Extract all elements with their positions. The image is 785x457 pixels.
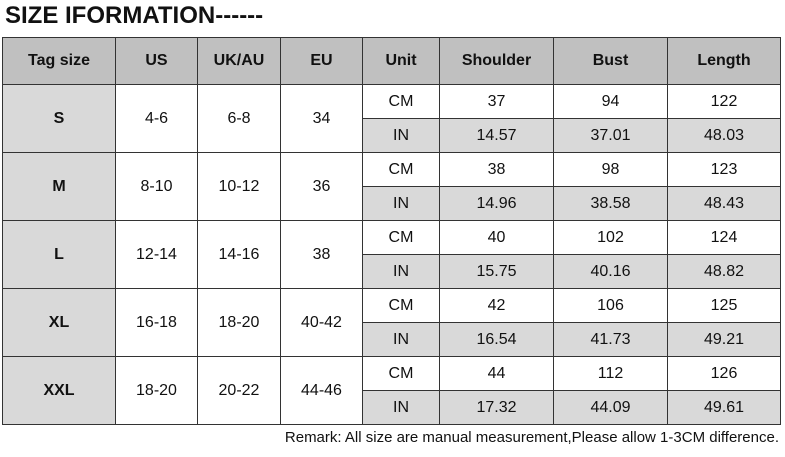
header-unit: Unit bbox=[362, 37, 440, 85]
table-row: S 4-6 6-8 34 CM 37 94 122 bbox=[2, 84, 781, 153]
table-row: L 12-14 14-16 38 CM 40 102 124 bbox=[2, 220, 781, 289]
uk-au-cell: 6-8 bbox=[197, 84, 281, 153]
length-cell: 126 bbox=[667, 356, 781, 391]
tag-size-cell: XXL bbox=[2, 356, 116, 425]
bust-cell: 112 bbox=[553, 356, 668, 391]
length-cell: 48.82 bbox=[667, 254, 781, 289]
bust-cell: 40.16 bbox=[553, 254, 668, 289]
us-cell: 4-6 bbox=[115, 84, 198, 153]
uk-au-cell: 14-16 bbox=[197, 220, 281, 289]
table-row: IN 14.96 38.58 48.43 bbox=[3, 186, 781, 221]
header-tag-size: Tag size bbox=[2, 37, 116, 85]
length-cell: 125 bbox=[667, 288, 781, 323]
table-row: IN 14.57 37.01 48.03 bbox=[3, 118, 781, 153]
shoulder-cell: 44 bbox=[439, 356, 554, 391]
uk-au-cell: 18-20 bbox=[197, 288, 281, 357]
shoulder-cell: 38 bbox=[439, 152, 554, 187]
unit-cell: IN bbox=[362, 254, 440, 289]
size-table: Tag size US UK/AU EU Unit Shoulder Bust Length … bbox=[2, 37, 781, 425]
bust-cell: 38.58 bbox=[553, 186, 668, 221]
bust-cell: 94 bbox=[553, 84, 668, 119]
eu-cell: 34 bbox=[280, 84, 363, 153]
eu-cell: 40-42 bbox=[280, 288, 363, 357]
us-cell: 12-14 bbox=[115, 220, 198, 289]
eu-cell: 38 bbox=[280, 220, 363, 289]
bust-cell: 41.73 bbox=[553, 322, 668, 357]
length-cell: 49.61 bbox=[667, 390, 781, 425]
header-eu: EU bbox=[280, 37, 363, 85]
unit-cell: IN bbox=[362, 186, 440, 221]
table-row: M 8-10 10-12 36 CM 38 98 123 bbox=[2, 152, 781, 221]
shoulder-cell: 14.96 bbox=[439, 186, 554, 221]
uk-au-cell: 20-22 bbox=[197, 356, 281, 425]
us-cell: 8-10 bbox=[115, 152, 198, 221]
length-cell: 124 bbox=[667, 220, 781, 255]
us-cell: 18-20 bbox=[115, 356, 198, 425]
table-row: XL 16-18 18-20 40-42 CM 42 106 125 bbox=[2, 288, 781, 357]
header-bust: Bust bbox=[553, 37, 668, 85]
page-title: SIZE IFORMATION------ bbox=[5, 2, 264, 29]
uk-au-cell: 10-12 bbox=[197, 152, 281, 221]
header-row: Tag size US UK/AU EU Unit Shoulder Bust Length bbox=[2, 37, 781, 85]
tag-size-cell: L bbox=[2, 220, 116, 289]
table-row: IN 17.32 44.09 49.61 bbox=[3, 390, 781, 425]
unit-cell: CM bbox=[362, 288, 440, 323]
length-cell: 122 bbox=[667, 84, 781, 119]
table-row: IN 15.75 40.16 48.82 bbox=[3, 254, 781, 289]
table-row: XXL 18-20 20-22 44-46 CM 44 112 126 bbox=[2, 356, 781, 425]
length-cell: 48.03 bbox=[667, 118, 781, 153]
shoulder-cell: 17.32 bbox=[439, 390, 554, 425]
tag-size-cell: S bbox=[2, 84, 116, 153]
header-uk-au: UK/AU bbox=[197, 37, 281, 85]
shoulder-cell: 14.57 bbox=[439, 118, 554, 153]
eu-cell: 36 bbox=[280, 152, 363, 221]
bust-cell: 44.09 bbox=[553, 390, 668, 425]
shoulder-cell: 37 bbox=[439, 84, 554, 119]
shoulder-cell: 16.54 bbox=[439, 322, 554, 357]
unit-cell: CM bbox=[362, 152, 440, 187]
length-cell: 123 bbox=[667, 152, 781, 187]
unit-cell: IN bbox=[362, 390, 440, 425]
unit-cell: IN bbox=[362, 118, 440, 153]
unit-cell: CM bbox=[362, 84, 440, 119]
header-us: US bbox=[115, 37, 198, 85]
shoulder-cell: 15.75 bbox=[439, 254, 554, 289]
shoulder-cell: 42 bbox=[439, 288, 554, 323]
header-shoulder: Shoulder bbox=[439, 37, 554, 85]
unit-cell: CM bbox=[362, 220, 440, 255]
bust-cell: 37.01 bbox=[553, 118, 668, 153]
table-row: IN 16.54 41.73 49.21 bbox=[3, 322, 781, 357]
bust-cell: 102 bbox=[553, 220, 668, 255]
header-length: Length bbox=[667, 37, 781, 85]
tag-size-cell: M bbox=[2, 152, 116, 221]
bust-cell: 98 bbox=[553, 152, 668, 187]
unit-cell: IN bbox=[362, 322, 440, 357]
remark-text: Remark: All size are manual measurement,… bbox=[284, 429, 779, 446]
bust-cell: 106 bbox=[553, 288, 668, 323]
length-cell: 48.43 bbox=[667, 186, 781, 221]
length-cell: 49.21 bbox=[667, 322, 781, 357]
us-cell: 16-18 bbox=[115, 288, 198, 357]
tag-size-cell: XL bbox=[2, 288, 116, 357]
unit-cell: CM bbox=[362, 356, 440, 391]
eu-cell: 44-46 bbox=[280, 356, 363, 425]
shoulder-cell: 40 bbox=[439, 220, 554, 255]
